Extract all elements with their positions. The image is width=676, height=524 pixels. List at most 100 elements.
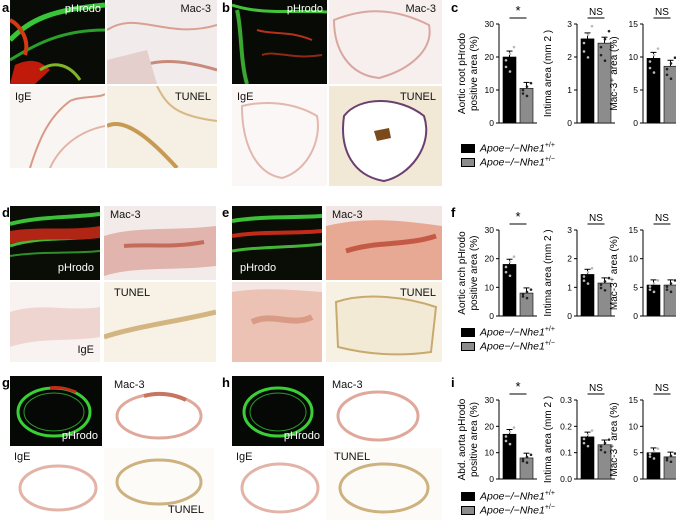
panel-label-c: c: [451, 0, 459, 15]
y-tick-label: 0.2: [560, 421, 572, 431]
data-point: [656, 447, 660, 451]
data-point: [665, 285, 669, 288]
y-tick-label: 3: [567, 225, 572, 235]
data-point: [590, 24, 594, 28]
data-point: [504, 435, 508, 438]
micrograph-g-ige: IgE: [10, 448, 102, 520]
data-point: [582, 441, 586, 445]
data-point: [512, 255, 516, 258]
data-point: [599, 448, 603, 452]
data-point: [603, 59, 607, 63]
micrograph-g-pHrodo: pHrodo: [10, 376, 102, 446]
panel-label-h: h: [222, 375, 230, 390]
data-point: [586, 33, 590, 36]
histology-image: [342, 100, 428, 183]
stain-label-ige: IgE: [14, 451, 31, 463]
y-axis-label: positive area (%): [469, 36, 480, 111]
data-point: [508, 52, 512, 55]
y-tick-label: 5: [633, 448, 638, 458]
histology-image: [104, 309, 216, 340]
data-point: [521, 295, 525, 298]
fluorescence-image: [16, 386, 92, 438]
stain-label-mac3: Mac-3: [114, 379, 145, 391]
data-point: [652, 450, 656, 453]
micrograph-d-tunel: TUNEL: [104, 282, 216, 362]
data-point: [582, 50, 586, 53]
data-point: [521, 88, 525, 92]
y-tick-label: 0: [633, 474, 638, 484]
stain-label-tunel: TUNEL: [167, 504, 204, 516]
panel-label-f: f: [451, 205, 456, 220]
y-tick-label: 0: [567, 118, 572, 128]
data-point: [599, 53, 603, 57]
stain-label-pHrodo: pHrodo: [61, 430, 98, 442]
histology-image: [115, 458, 203, 506]
bar-het: [663, 284, 676, 317]
data-point: [504, 439, 508, 443]
panel-label-b: b: [222, 0, 230, 15]
y-axis-label: positive area (%): [469, 235, 480, 310]
histology-image: [240, 462, 320, 514]
data-point: [525, 455, 529, 459]
data-point: [599, 45, 603, 49]
legend-label-wt: Apoe−/−Nhe1+/+: [480, 142, 555, 155]
data-point: [504, 59, 508, 62]
data-point: [590, 429, 594, 432]
bar-wt: [580, 274, 595, 317]
legend-swatch-wt: [461, 328, 475, 337]
data-point: [586, 433, 590, 437]
legend-label-het: Apoe−/−Nhe1+/−: [480, 340, 555, 353]
data-point: [669, 62, 673, 65]
y-tick-label: 30: [485, 395, 495, 405]
stain-label-ige: IgE: [77, 344, 94, 356]
stain-label-ige: IgE: [236, 451, 253, 463]
histology-image: [232, 289, 322, 362]
stain-label-tunel: TUNEL: [399, 287, 436, 299]
stain-label-tunel: TUNEL: [334, 451, 371, 463]
y-tick-label: 5: [633, 282, 638, 292]
data-point: [508, 442, 512, 446]
data-point: [603, 280, 607, 283]
data-point: [669, 460, 673, 464]
significance-label: NS: [589, 213, 603, 224]
y-tick-label: 0: [489, 311, 494, 321]
y-tick-label: 0: [567, 311, 572, 321]
micrograph-b-tunel: TUNEL: [329, 86, 442, 186]
data-point: [586, 271, 590, 274]
y-tick-label: 30: [485, 225, 495, 235]
micrograph-b-pHrodo: pHrodo: [232, 0, 327, 84]
y-tick-label: 1: [567, 85, 572, 95]
y-tick-label: 20: [485, 421, 495, 431]
data-point: [582, 437, 586, 441]
micrograph-d-ige: IgE: [10, 282, 100, 362]
data-point: [590, 266, 594, 270]
stain-label-tunel: TUNEL: [114, 287, 151, 299]
histology-image: [115, 391, 203, 440]
y-axis-label: Mac-3⁺ area (%): [609, 236, 620, 310]
data-point: [586, 56, 590, 59]
significance-label: NS: [589, 7, 603, 18]
y-axis-label: Intima area (mm 2 ): [543, 229, 554, 316]
chart-panel-i: Abd. aorta pHrodo positive area (%) 0 10 20 3…: [455, 376, 676, 491]
data-point: [665, 288, 669, 291]
significance-label: NS: [589, 383, 603, 394]
data-point: [582, 275, 586, 278]
data-point: [521, 292, 525, 296]
histology-image: [334, 295, 438, 356]
data-point: [525, 296, 529, 300]
y-tick-label: 10: [629, 52, 639, 62]
stain-label-mac3: Mac-3: [405, 3, 436, 15]
data-point: [673, 279, 676, 282]
stain-label-pHrodo: pHrodo: [64, 3, 101, 15]
legend-swatch-wt: [461, 492, 475, 501]
bar-charts-svg: Aortic arch pHrodo positive area (%)01020…: [457, 209, 676, 321]
data-point: [521, 92, 525, 95]
y-tick-label: 15: [629, 19, 639, 29]
data-point: [603, 288, 607, 292]
data-point: [669, 77, 673, 81]
y-tick-label: 0: [489, 474, 494, 484]
stain-label-pHrodo: pHrodo: [283, 430, 320, 442]
fluorescence-image: [10, 2, 105, 84]
micrograph-e-tunel: TUNEL: [326, 282, 442, 362]
micrograph-e-ige: [232, 282, 322, 362]
